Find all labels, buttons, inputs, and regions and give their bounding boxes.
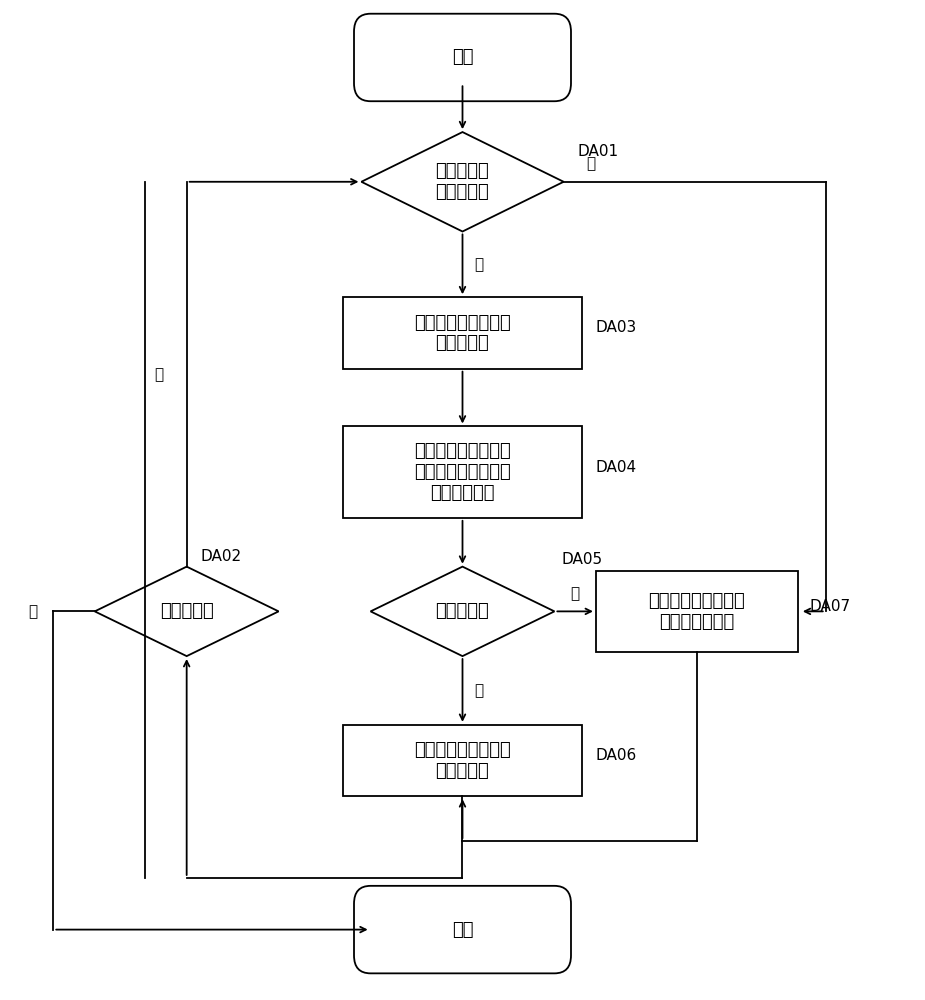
Text: DA02: DA02	[201, 549, 241, 564]
Text: 分配渲染任务至所查
找到的农场: 分配渲染任务至所查 找到的农场	[414, 741, 511, 780]
Polygon shape	[371, 567, 554, 656]
Text: 获取各农场空闲渲染
服务器数量: 获取各农场空闲渲染 服务器数量	[414, 314, 511, 352]
Text: 否: 否	[154, 367, 164, 382]
FancyBboxPatch shape	[354, 886, 571, 973]
Text: DA01: DA01	[577, 144, 619, 159]
Text: DA04: DA04	[596, 460, 637, 475]
Text: 结束: 结束	[451, 921, 474, 939]
Text: 否: 否	[571, 586, 580, 601]
Text: 是: 是	[29, 604, 38, 619]
FancyBboxPatch shape	[354, 14, 571, 101]
Bar	[596, 571, 798, 652]
Text: 开始: 开始	[451, 48, 474, 66]
Text: 查找成功？: 查找成功？	[436, 602, 489, 620]
Bar	[343, 297, 582, 369]
Text: DA03: DA03	[596, 320, 637, 335]
Polygon shape	[94, 567, 278, 656]
Text: DA05: DA05	[561, 552, 603, 567]
Text: 是: 是	[475, 683, 484, 698]
Text: 客户端程序
提交任务？: 客户端程序 提交任务？	[436, 162, 489, 201]
Text: 是否退出？: 是否退出？	[160, 602, 214, 620]
Text: 是: 是	[475, 257, 484, 272]
Bar	[343, 725, 582, 796]
Text: 分配渲染任务至排队
数量最少的农场: 分配渲染任务至排队 数量最少的农场	[648, 592, 746, 631]
Bar	[343, 426, 582, 518]
Text: DA06: DA06	[596, 748, 637, 763]
Polygon shape	[362, 132, 563, 232]
Text: 否: 否	[586, 156, 596, 171]
Text: 根据各农场优先级查
找第一个满足渲染任
务条件的农场: 根据各农场优先级查 找第一个满足渲染任 务条件的农场	[414, 442, 511, 502]
Text: DA07: DA07	[809, 599, 850, 614]
